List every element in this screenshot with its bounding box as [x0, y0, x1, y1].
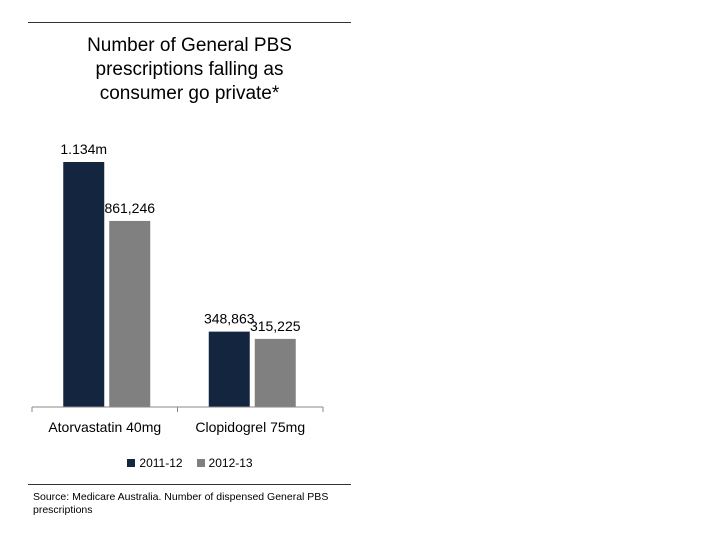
bar-2011-12-0 — [63, 162, 105, 407]
bottom-rule — [28, 484, 351, 485]
chart-title-line-1: Number of General PBS — [87, 35, 292, 56]
chart-title-line-2: prescriptions falling as — [95, 59, 284, 80]
legend-swatch-2011-12 — [127, 459, 136, 467]
legend-item-2011-12: 2011-12 — [127, 456, 183, 470]
top-rule — [28, 22, 351, 23]
legend-label-2012-13: 2012-13 — [208, 456, 253, 470]
legend-item-2012-13: 2012-13 — [196, 456, 253, 470]
category-label-0: Atorvastatin 40mg — [48, 419, 161, 435]
data-label-2012-13-1: 315,225 — [250, 318, 301, 334]
legend-swatch-2012-13 — [196, 459, 205, 467]
data-label-2011-12-0: 1.134m — [60, 141, 107, 157]
category-label-1: Clopidogrel 75mg — [195, 419, 305, 435]
data-label-2012-13-0: 861,246 — [104, 200, 155, 216]
bar-2012-13-0 — [109, 220, 151, 407]
bar-2011-12-1 — [208, 331, 250, 407]
data-label-2011-12-1: 348,863 — [204, 311, 255, 327]
source-note: Source: Medicare Australia. Number of di… — [33, 491, 329, 516]
chart-title-line-3: consumer go private* — [99, 83, 280, 104]
chart-title: Number of General PBS prescriptions fall… — [28, 34, 351, 106]
chart-legend: 2011-12 2012-13 — [0, 456, 380, 470]
bar-2012-13-1 — [254, 338, 296, 407]
legend-label-2011-12: 2011-12 — [139, 456, 183, 470]
